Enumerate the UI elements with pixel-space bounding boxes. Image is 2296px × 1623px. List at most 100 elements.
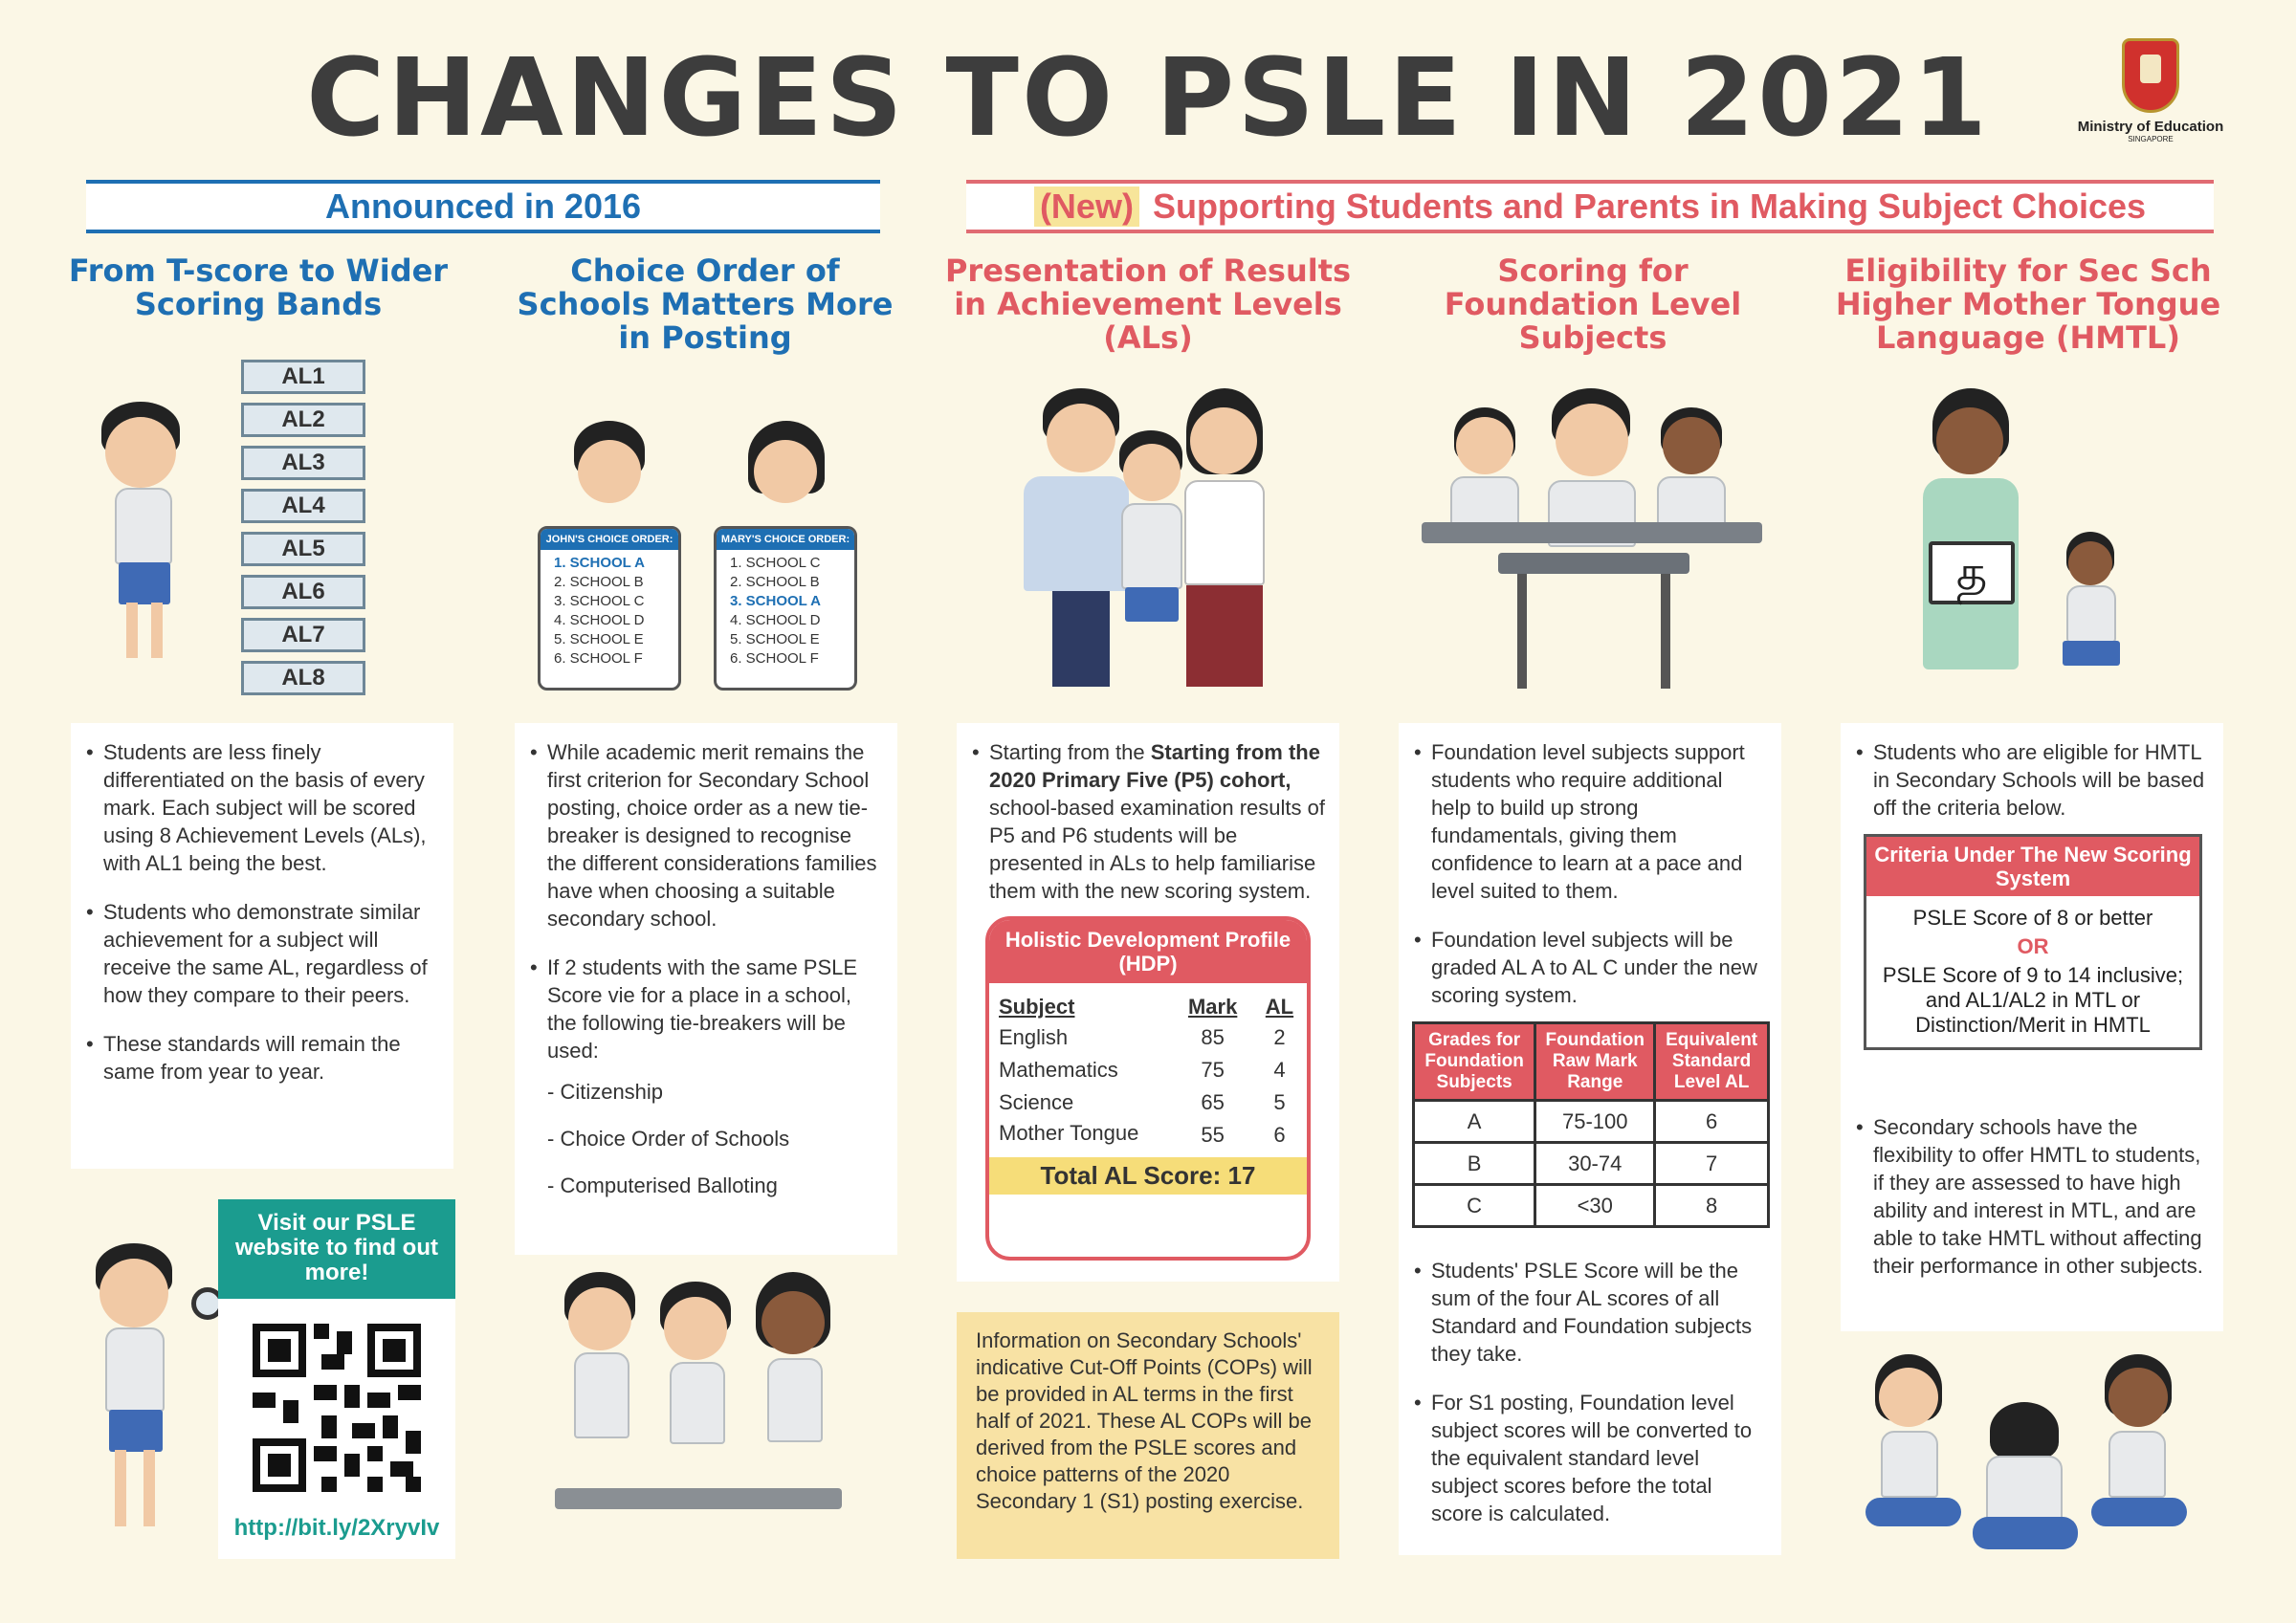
tamil-letter-board: த — [1929, 541, 2015, 604]
col2-bullet: While academic merit remains the first c… — [528, 738, 884, 932]
hdp-cell: 55 — [1201, 1123, 1225, 1147]
tiebreaker-item: - Choice Order of Schools — [547, 1127, 790, 1151]
col4-bullet: Foundation level subjects will be graded… — [1412, 926, 1768, 1009]
col3-bullet: Starting from the Starting from the 2020… — [970, 738, 1326, 905]
hmtl-criteria-box: Criteria Under The New Scoring System PS… — [1864, 834, 2202, 1050]
table-row: Mother Tongue 55 6 — [989, 1119, 1307, 1151]
grade-cell: <30 — [1534, 1183, 1657, 1228]
psle-website-link[interactable]: http://bit.ly/2XryvIv — [233, 1515, 440, 1541]
col4-heading: Scoring for Foundation Level Subjects — [1444, 252, 1742, 356]
hdp-header: Mark — [1187, 995, 1238, 1019]
al-level-box: AL1 — [241, 360, 365, 394]
john-choice-board: JOHN'S CHOICE ORDER: 1. SCHOOL A 2. SCHO… — [538, 526, 681, 691]
mary-choice-item: 6. SCHOOL F — [730, 650, 819, 667]
grade-cell: A — [1411, 1099, 1537, 1144]
grade-cell: B — [1411, 1141, 1537, 1186]
hdp-card: Holistic Development Profile (HDP) Subje… — [985, 916, 1311, 1261]
hdp-cell: Science — [999, 1090, 1074, 1114]
mary-choice-item: 5. SCHOOL E — [730, 631, 820, 647]
new-tag: (New) — [1033, 186, 1139, 227]
boy-with-glasses-illustration — [96, 402, 230, 689]
col5-heading: Eligibility for Sec Sch Higher Mother To… — [1835, 252, 2221, 356]
hdp-header: AL — [1265, 995, 1294, 1019]
qr-code-icon[interactable] — [253, 1324, 421, 1492]
grade-header: Grades for Foundation Subjects — [1411, 1021, 1537, 1102]
hdp-cell: 75 — [1201, 1058, 1225, 1082]
teacher-and-student-illustration: த — [1904, 388, 2162, 700]
col4-bullet: Foundation level subjects support studen… — [1412, 738, 1768, 905]
col1-bullet: Students who demonstrate similar achieve… — [84, 898, 440, 1009]
col2-text-panel: While academic merit remains the first c… — [515, 723, 897, 1255]
col1-heading: From T-score to Wider Scoring Bands — [68, 252, 449, 322]
hdp-cell: 85 — [1201, 1025, 1225, 1049]
grade-cell: 7 — [1653, 1141, 1770, 1186]
criteria-line-1: PSLE Score of 8 or better — [1912, 906, 2153, 930]
al-level-box: AL2 — [241, 403, 365, 437]
classroom-illustration — [1422, 388, 1766, 700]
col1-bullet: Students are less finely differentiated … — [84, 738, 440, 877]
col1-bullet: These standards will remain the same fro… — [84, 1030, 440, 1086]
logo-country: SINGAPORE — [2128, 135, 2174, 143]
mary-choice-board: MARY'S CHOICE ORDER: 1. SCHOOL C 2. SCHO… — [714, 526, 857, 691]
mary-choice-item: 1. SCHOOL C — [730, 555, 821, 571]
john-choice-item: 4. SCHOOL D — [554, 612, 645, 628]
table-row: A 75-100 6 — [1411, 1099, 1770, 1144]
moe-crest-icon — [2122, 38, 2179, 113]
john-choice-item: 6. SCHOOL F — [554, 650, 643, 667]
mary-choice-item: 3. SCHOOL A — [730, 593, 822, 609]
grade-cell: 30-74 — [1534, 1141, 1657, 1186]
criteria-line-2: PSLE Score of 9 to 14 inclusive; and AL1… — [1882, 963, 2184, 1037]
mary-choice-item: 4. SCHOOL D — [730, 612, 821, 628]
hdp-cell: 2 — [1273, 1025, 1286, 1049]
john-and-mary-illustration: JOHN'S CHOICE ORDER: 1. SCHOOL A 2. SCHO… — [536, 421, 899, 698]
psle-website-prompt: Visit our PSLE website to find out more! — [218, 1199, 455, 1299]
logo-org-name: Ministry of Education — [2077, 119, 2224, 135]
mary-choice-item: 2. SCHOOL B — [730, 574, 820, 590]
col4-bullet: For S1 posting, Foundation level subject… — [1412, 1389, 1768, 1527]
table-row: B 30-74 7 — [1411, 1141, 1770, 1186]
al-ladder: AL1 AL2 AL3 AL4 AL5 AL6 AL7 AL8 — [241, 360, 365, 695]
moe-logo: Ministry of Education SINGAPORE — [2064, 38, 2237, 143]
page-title: CHANGES TO PSLE IN 2021 — [306, 36, 1990, 161]
hdp-total: Total AL Score: 17 — [989, 1157, 1307, 1195]
al-level-box: AL3 — [241, 446, 365, 480]
boy-with-magnifier-illustration — [67, 1243, 224, 1559]
banner-announced-2016: Announced in 2016 — [86, 180, 880, 233]
grade-cell: 8 — [1653, 1183, 1770, 1228]
col2-heading: Choice Order of Schools Matters More in … — [517, 252, 894, 356]
grade-header: Foundation Raw Mark Range — [1534, 1021, 1657, 1102]
hdp-cell: English — [999, 1025, 1069, 1049]
col3-bullet-bold: Starting from the 2020 Primary Five (P5)… — [989, 740, 1320, 792]
al-level-box: AL6 — [241, 575, 365, 609]
mary-board-title: MARY'S CHOICE ORDER: — [717, 529, 854, 550]
al-level-box: AL8 — [241, 661, 365, 695]
john-choice-item: 1. SCHOOL A — [554, 555, 646, 571]
criteria-title: Criteria Under The New Scoring System — [1866, 837, 2199, 896]
john-choice-item: 5. SCHOOL E — [554, 631, 644, 647]
grade-header: Equivalent Standard Level AL — [1653, 1021, 1770, 1102]
table-row: C <30 8 — [1411, 1183, 1770, 1228]
students-on-bench-illustration — [517, 1272, 861, 1559]
tiebreaker-item: - Computerised Balloting — [547, 1173, 778, 1197]
family-illustration — [1014, 388, 1292, 694]
hdp-cell: 6 — [1273, 1123, 1286, 1147]
seated-students-illustration — [1866, 1354, 2191, 1559]
hdp-cell: 65 — [1201, 1090, 1225, 1114]
hdp-cell: 4 — [1273, 1058, 1286, 1082]
col2-bullet: If 2 students with the same PSLE Score v… — [528, 954, 884, 1064]
john-choice-item: 2. SCHOOL B — [554, 574, 644, 590]
col3-bullet-pre: Starting from the — [989, 740, 1151, 764]
al-level-box: AL5 — [241, 532, 365, 566]
hdp-cell: Mother Tongue — [999, 1121, 1139, 1145]
grade-cell: 6 — [1653, 1099, 1770, 1144]
col5-bullet: Students who are eligible for HMTL in Se… — [1854, 738, 2210, 822]
grade-cell: 75-100 — [1534, 1099, 1657, 1144]
banner-new-support: (New) Supporting Students and Parents in… — [966, 180, 2214, 233]
table-row: Science 65 5 — [989, 1086, 1307, 1119]
table-row: English 85 2 — [989, 1021, 1307, 1054]
banner-new-text: Supporting Students and Parents in Makin… — [1152, 186, 2147, 226]
col4-bullet: Students' PSLE Score will be the sum of … — [1412, 1257, 1768, 1368]
tiebreaker-item: - Citizenship — [547, 1080, 664, 1104]
col3-heading: Presentation of Results in Achievement L… — [944, 252, 1352, 356]
hdp-title: Holistic Development Profile (HDP) — [989, 920, 1307, 983]
